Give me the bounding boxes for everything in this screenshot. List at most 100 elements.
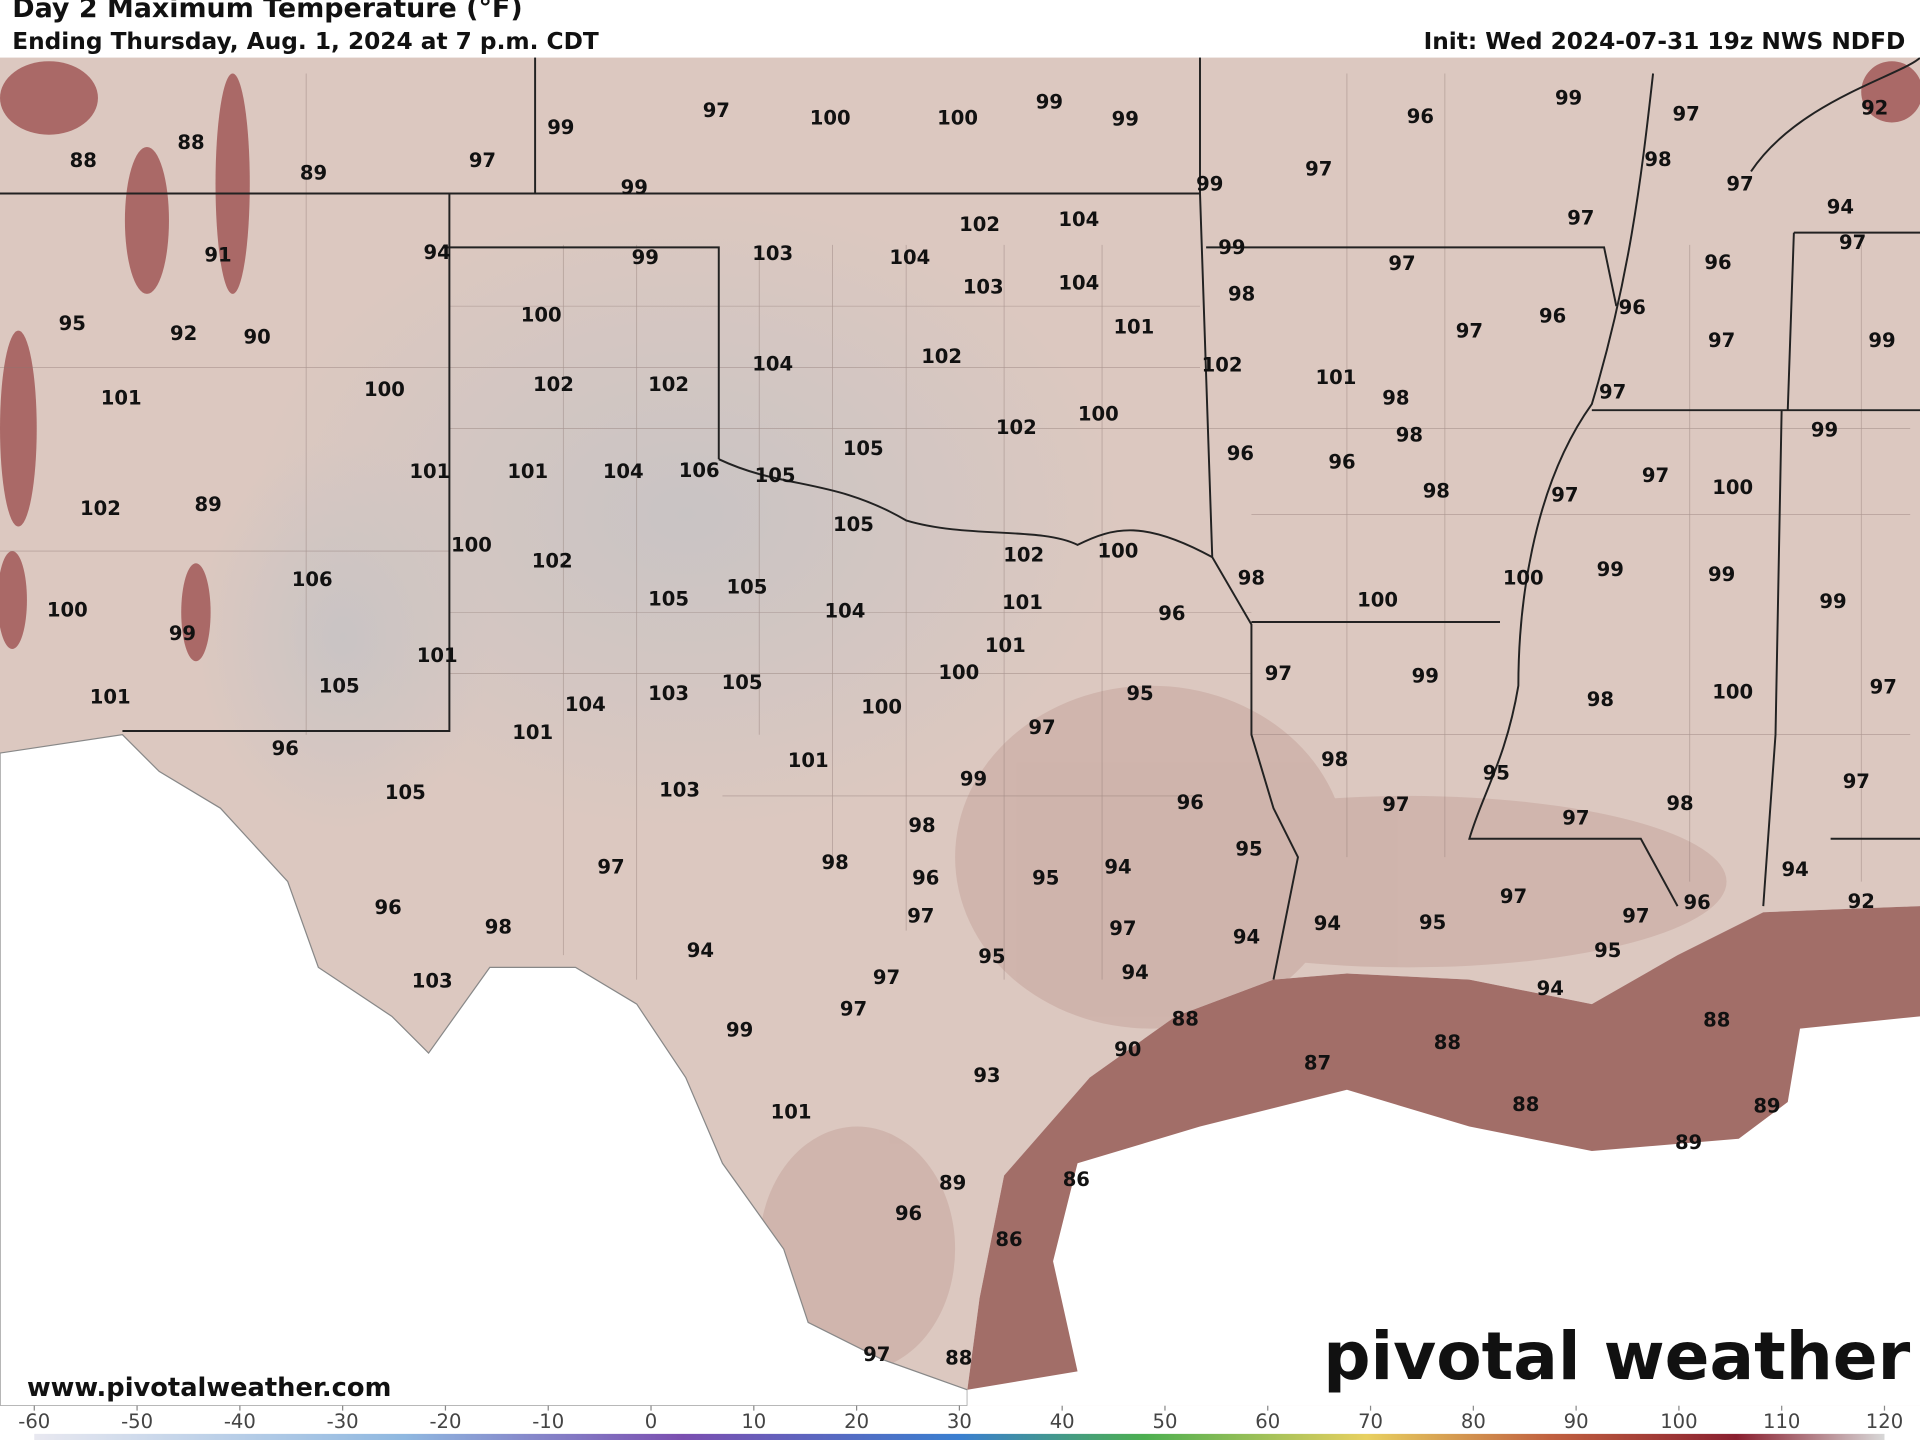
temp-label: 97 xyxy=(1382,793,1409,816)
temp-label: 97 xyxy=(1642,464,1669,487)
temp-label: 95 xyxy=(1235,837,1262,860)
colorbar xyxy=(34,1433,1885,1440)
logo: pivotal weather xyxy=(1323,1318,1910,1395)
temp-label: 100 xyxy=(47,599,88,622)
temp-label: 97 xyxy=(1843,770,1870,793)
temp-label: 100 xyxy=(1078,403,1119,426)
temp-label: 94 xyxy=(1827,196,1854,219)
temp-label: 101 xyxy=(1002,591,1043,614)
temp-label: 95 xyxy=(1483,761,1510,784)
colorbar-tick-label: 90 xyxy=(1564,1410,1589,1433)
temp-label: 102 xyxy=(533,373,574,396)
temp-label: 100 xyxy=(1357,589,1398,612)
temp-label: 97 xyxy=(1708,329,1735,352)
temp-label: 104 xyxy=(603,460,644,483)
title: Day 2 Maximum Temperature (°F) xyxy=(12,0,522,24)
temp-label: 92 xyxy=(170,322,197,345)
temp-label: 102 xyxy=(80,497,121,520)
temp-label: 95 xyxy=(1594,939,1621,962)
temp-label: 93 xyxy=(973,1064,1000,1087)
temp-label: 102 xyxy=(648,373,689,396)
colorbar-tick-label: 30 xyxy=(947,1410,972,1433)
temp-label: 96 xyxy=(1539,305,1566,328)
temp-label: 97 xyxy=(1622,905,1649,928)
temp-label: 94 xyxy=(1233,925,1260,948)
temp-label: 89 xyxy=(939,1172,966,1195)
temp-label: 90 xyxy=(1114,1038,1141,1061)
temp-label: 94 xyxy=(1121,961,1148,984)
temp-label: 106 xyxy=(679,459,720,482)
temp-label: 98 xyxy=(1228,283,1255,306)
temp-label: 88 xyxy=(1703,1009,1730,1032)
temp-label: 100 xyxy=(1712,476,1753,499)
temp-label: 105 xyxy=(722,671,763,694)
temp-label: 105 xyxy=(833,513,874,536)
temp-label: 96 xyxy=(895,1202,922,1225)
temp-label: 96 xyxy=(1684,891,1711,914)
temp-label: 99 xyxy=(726,1019,753,1042)
subtitle: Ending Thursday, Aug. 1, 2024 at 7 p.m. … xyxy=(12,28,599,55)
colorbar-tick-label: -20 xyxy=(429,1410,461,1433)
temp-label: 105 xyxy=(727,575,768,598)
temp-label: 98 xyxy=(1423,480,1450,503)
temp-label: 100 xyxy=(861,695,902,718)
temp-label: 94 xyxy=(424,241,451,264)
temp-label: 97 xyxy=(873,966,900,989)
temp-label: 97 xyxy=(1599,381,1626,404)
temp-label: 95 xyxy=(1126,682,1153,705)
gulf-forecast xyxy=(967,906,1920,1390)
temp-label: 102 xyxy=(921,345,962,368)
colorbar-tick-label: 40 xyxy=(1050,1410,1075,1433)
temp-label: 98 xyxy=(908,814,935,837)
temp-label: 105 xyxy=(648,588,689,611)
temp-label: 100 xyxy=(938,661,979,684)
temp-label: 104 xyxy=(889,246,930,269)
colorbar-tick-label: 50 xyxy=(1153,1410,1178,1433)
temp-label: 97 xyxy=(1305,158,1332,181)
temp-label: 101 xyxy=(788,749,829,772)
temp-label: 102 xyxy=(959,213,1000,236)
temp-label: 92 xyxy=(1848,890,1875,913)
temp-label: 98 xyxy=(1396,423,1423,446)
temp-label: 99 xyxy=(960,768,987,791)
temp-label: 98 xyxy=(1382,387,1409,410)
temp-label: 100 xyxy=(937,106,978,129)
label-layer: 88 88 89 97 99 97 100 100 99 99 99 99 96 99 97 92 98 97 94… xyxy=(47,87,1897,1370)
hot-area xyxy=(195,440,490,833)
temp-label: 94 xyxy=(687,939,714,962)
temp-label: 97 xyxy=(1028,716,1055,739)
temp-label: 97 xyxy=(469,149,496,172)
temp-label: 88 xyxy=(177,131,204,154)
temp-label: 96 xyxy=(1177,791,1204,814)
temp-label: 99 xyxy=(1218,236,1245,259)
temp-label: 106 xyxy=(292,568,333,591)
colorbar-tick-label: -40 xyxy=(224,1410,256,1433)
colorbar-tick-label: -10 xyxy=(532,1410,564,1433)
colorbar-tick-label: 80 xyxy=(1461,1410,1486,1433)
temp-label: 98 xyxy=(821,851,848,874)
colorbar-tick-label: 70 xyxy=(1358,1410,1383,1433)
temp-label: 92 xyxy=(1861,96,1888,119)
temp-label: 99 xyxy=(1819,590,1846,613)
temp-label: 103 xyxy=(659,779,700,802)
temp-label: 97 xyxy=(1726,172,1753,195)
temp-label: 100 xyxy=(1503,567,1544,590)
temp-label: 88 xyxy=(70,149,97,172)
colorbar-tick-label: 20 xyxy=(844,1410,869,1433)
temp-label: 97 xyxy=(1456,319,1483,342)
temp-label: 105 xyxy=(385,781,426,804)
temp-label: 97 xyxy=(1551,483,1578,506)
colorbar-tick-label: -50 xyxy=(121,1410,153,1433)
temp-label: 96 xyxy=(1158,602,1185,625)
temp-label: 97 xyxy=(1562,807,1589,830)
temp-label: 101 xyxy=(1315,366,1356,389)
temp-label: 89 xyxy=(1753,1094,1780,1117)
temp-label: 88 xyxy=(1434,1031,1461,1054)
temp-label: 99 xyxy=(1868,329,1895,352)
temp-label: 97 xyxy=(1870,676,1897,699)
temp-label: 96 xyxy=(1619,296,1646,319)
temp-label: 97 xyxy=(1567,207,1594,230)
temp-label: 94 xyxy=(1537,977,1564,1000)
temp-label: 99 xyxy=(1196,172,1223,195)
temp-label: 96 xyxy=(1407,105,1434,128)
